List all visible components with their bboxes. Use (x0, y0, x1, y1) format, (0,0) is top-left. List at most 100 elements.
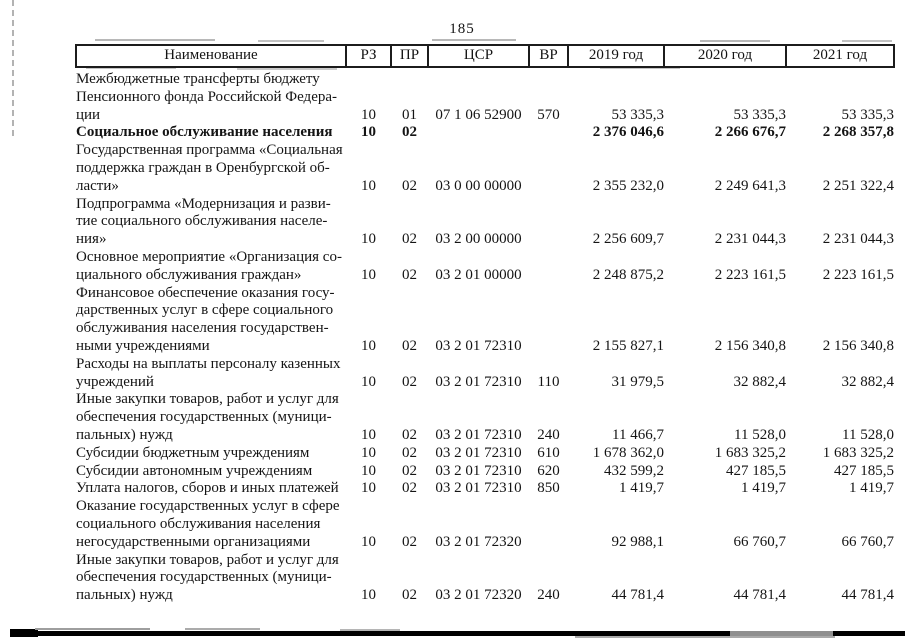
cell-2020: 1 419,7 (741, 480, 786, 497)
cell-2021: 32 882,4 (841, 373, 895, 390)
table-row: Оказание государственных услуг в сфере с… (76, 498, 894, 551)
cell-name: Оказание государственных услуг в сфере с… (76, 498, 340, 550)
cell-rz: 10 (361, 231, 376, 248)
scan-artifact (185, 628, 260, 630)
cell-2019: 2 355 232,0 (592, 177, 664, 194)
header-2019: 2019 год (567, 44, 665, 68)
table-row: Субсидии бюджетным учреждениям 10 02 03 2 0… (76, 445, 894, 463)
cell-vr: 850 (537, 480, 560, 497)
cell-csr (428, 124, 529, 142)
cell-rz: 10 (361, 177, 376, 194)
cell-rz: 10 (361, 337, 376, 354)
table-row: Государственная программа «Социальная по… (76, 142, 894, 195)
scan-artifact (35, 628, 150, 630)
header-rz: РЗ (345, 44, 392, 68)
table-row: Расходы на выплаты персоналу казенных уч… (76, 356, 894, 392)
cell-csr: 03 2 01 72310 (435, 337, 522, 354)
scan-artifact (340, 629, 400, 631)
scan-artifact (86, 67, 176, 69)
cell-2020: 2 231 044,3 (714, 231, 786, 248)
header-2021: 2021 год (785, 44, 895, 68)
cell-rz: 10 (361, 480, 376, 497)
cell-2020: 2 266 676,7 (714, 124, 786, 141)
table-header-row: Наименование РЗ ПР ЦСР ВР 2019 год 2020 … (75, 44, 895, 68)
header-vr: ВР (528, 44, 569, 68)
scan-artifact (575, 636, 835, 638)
cell-rz: 10 (361, 533, 376, 550)
cell-pr: 02 (402, 533, 417, 550)
cell-rz: 10 (361, 462, 376, 479)
cell-name: Субсидии бюджетным учреждениям (76, 444, 310, 461)
cell-2020: 32 882,4 (733, 373, 787, 390)
cell-rz: 10 (361, 106, 376, 123)
cell-csr: 03 2 01 72310 (435, 444, 522, 461)
header-name: Наименование (75, 44, 347, 68)
cell-2020: 2 223 161,5 (714, 266, 786, 283)
table-row: Подпрограмма «Модернизация и разви- тие … (76, 196, 894, 249)
scan-artifact-left-line (12, 0, 14, 136)
cell-csr: 03 2 01 72310 (435, 462, 522, 479)
cell-2020: 2 249 641,3 (714, 177, 786, 194)
cell-2020: 66 760,7 (733, 533, 787, 550)
cell-name: Подпрограмма «Модернизация и разви- тие … (76, 195, 331, 248)
cell-2021: 44 781,4 (841, 587, 895, 604)
cell-2019: 1 678 362,0 (592, 444, 664, 461)
scan-artifact-bottom-bar (10, 631, 905, 636)
cell-name: Основное мероприятие «Организация со- ци… (76, 248, 342, 283)
cell-2019: 92 988,1 (611, 533, 665, 550)
cell-rz: 10 (361, 124, 376, 141)
cell-pr: 02 (402, 177, 417, 194)
cell-name: Иные закупки товаров, работ и услуг для … (76, 551, 339, 604)
cell-vr (529, 142, 568, 195)
cell-csr: 03 0 00 00000 (435, 177, 522, 194)
cell-name: Государственная программа «Социальная по… (76, 142, 343, 194)
cell-pr: 02 (402, 373, 417, 390)
header-pr: ПР (390, 44, 429, 68)
cell-pr: 02 (402, 337, 417, 354)
cell-2020: 427 185,5 (726, 462, 786, 479)
cell-vr (529, 196, 568, 249)
cell-vr (529, 249, 568, 285)
table-row: Финансовое обеспечение оказания госу- да… (76, 285, 894, 356)
cell-name: Расходы на выплаты персоналу казенных уч… (76, 355, 341, 390)
scan-artifact (730, 631, 833, 636)
cell-vr: 620 (537, 462, 560, 479)
cell-csr: 03 2 01 00000 (435, 266, 522, 283)
cell-vr: 240 (537, 426, 560, 443)
cell-vr: 110 (537, 373, 560, 390)
cell-vr: 240 (537, 587, 560, 604)
cell-2021: 2 231 044,3 (822, 231, 894, 248)
header-2020: 2020 год (663, 44, 787, 68)
cell-pr: 02 (402, 426, 417, 443)
cell-2019: 31 979,5 (611, 373, 665, 390)
cell-csr: 03 2 01 72310 (435, 426, 522, 443)
cell-csr: 07 1 06 52900 (435, 106, 522, 123)
cell-2021: 427 185,5 (834, 462, 894, 479)
scan-artifact (95, 39, 215, 41)
cell-csr: 03 2 01 72320 (435, 533, 522, 550)
cell-pr: 02 (402, 480, 417, 497)
table-row: Уплата налогов, сборов и иных платежей 10… (76, 480, 894, 498)
cell-csr: 03 2 01 72320 (435, 587, 522, 604)
cell-2020: 44 781,4 (733, 587, 787, 604)
cell-2019: 44 781,4 (611, 587, 665, 604)
cell-2019: 11 466,7 (612, 426, 664, 443)
cell-pr: 01 (402, 106, 417, 123)
cell-pr: 02 (402, 462, 417, 479)
cell-2021: 53 335,3 (841, 106, 895, 123)
scan-artifact (258, 40, 324, 42)
cell-2019: 2 248 875,2 (592, 266, 664, 283)
cell-name: Уплата налогов, сборов и иных платежей (76, 480, 339, 497)
cell-2021: 2 268 357,8 (822, 124, 894, 141)
cell-vr (529, 124, 568, 142)
cell-2021: 2 251 322,4 (822, 177, 894, 194)
scan-artifact (432, 39, 516, 41)
cell-csr: 03 2 01 72310 (435, 480, 522, 497)
scan-artifact (842, 40, 892, 42)
scan-artifact (10, 629, 38, 637)
cell-2021: 2 156 340,8 (822, 337, 894, 354)
cell-pr: 02 (402, 587, 417, 604)
cell-pr: 02 (402, 266, 417, 283)
cell-2019: 2 376 046,6 (592, 124, 664, 141)
cell-2019: 2 256 609,7 (592, 231, 664, 248)
